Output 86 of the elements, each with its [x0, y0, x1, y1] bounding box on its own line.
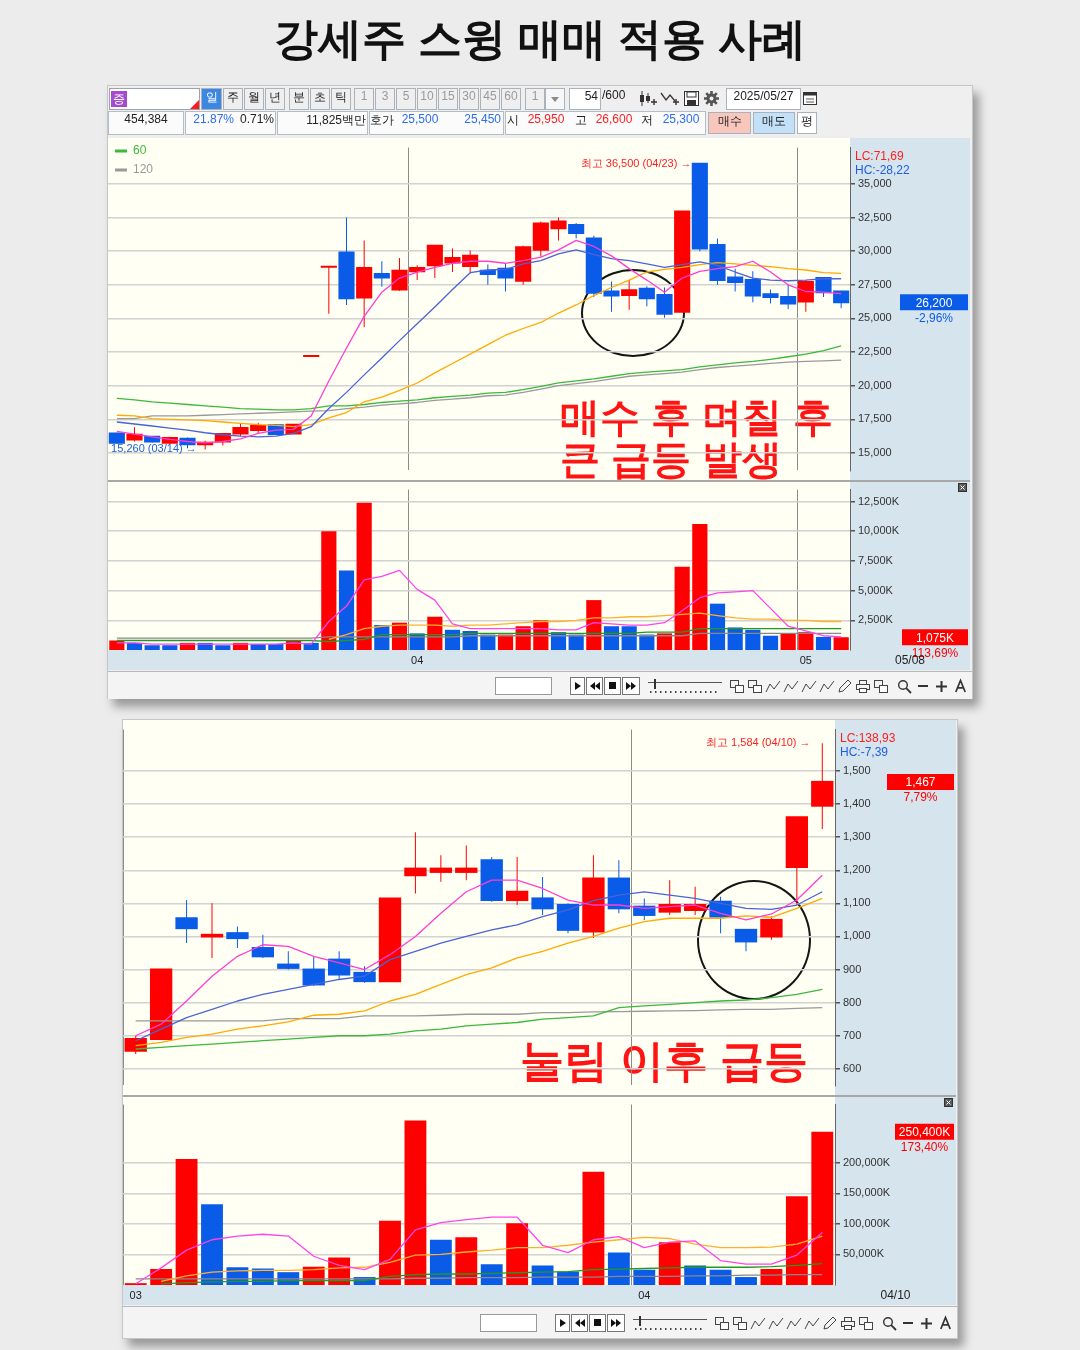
y-tick-label: 100,000K: [843, 1216, 891, 1229]
text: /600: [602, 88, 626, 102]
y-tick-label: 900: [843, 962, 862, 975]
y-tick-label: 5,000K: [858, 583, 894, 596]
text: 고: [575, 113, 587, 127]
y-tick-label: 30,000: [858, 244, 892, 257]
text: 45: [483, 89, 497, 103]
annotation: 15,260 (03/14) →: [111, 442, 197, 455]
text: 26,200: [915, 295, 953, 310]
text: 1: [531, 89, 539, 103]
text: 평: [801, 114, 813, 128]
y-tick-label: 25,000: [858, 311, 892, 324]
y-tick-label: 1,500: [843, 764, 871, 776]
y-tick-label: 600: [843, 1061, 862, 1074]
y-tick-label: 150,000K: [843, 1186, 891, 1199]
y-tick-label: 50,000K: [843, 1247, 885, 1260]
text: 호가: [370, 113, 394, 127]
text: 30: [462, 89, 476, 103]
text: -2,96%: [914, 310, 954, 325]
text: 04/10: [880, 1288, 911, 1303]
text: 틱: [335, 90, 347, 104]
y-tick-label: 1,000: [843, 929, 871, 942]
text: 시: [507, 113, 519, 127]
y-tick-label: 700: [843, 1028, 862, 1041]
text: 증: [113, 92, 125, 106]
x-tick-label: 03: [129, 1288, 142, 1301]
y-tick-label: 12,500K: [858, 494, 900, 507]
text: 454,384: [124, 112, 168, 126]
text: LC:138,93: [840, 730, 896, 745]
y-tick-label: 10,000K: [858, 524, 900, 537]
text: 11,825백만: [306, 113, 366, 127]
text: 분: [293, 90, 305, 104]
y-tick-label: 17,500: [858, 412, 892, 425]
text: 1,467: [905, 775, 936, 790]
y-tick-label: 1,400: [843, 797, 871, 810]
text: LC:71,69: [855, 148, 905, 163]
y-tick-label: 35,000: [858, 176, 892, 189]
text: 초: [314, 90, 326, 104]
text: 7,79%: [903, 790, 938, 805]
y-tick-label: 1,200: [843, 863, 871, 876]
text: 저: [641, 113, 653, 127]
text: 1: [360, 89, 368, 103]
text: 25,500: [401, 112, 439, 126]
y-tick-label: 27,500: [858, 277, 892, 290]
y-tick-label: 800: [843, 995, 862, 1008]
y-tick-label: 200,000K: [843, 1155, 891, 1168]
chart-title: 강세주 스윙 매매 적용 사례: [272, 13, 808, 65]
text: 주: [227, 90, 239, 104]
text: 1,075K: [915, 630, 955, 645]
text: 25,950: [527, 112, 565, 126]
y-tick-label: 15,000: [858, 445, 892, 458]
text: 10: [420, 89, 434, 103]
text: 25,450: [464, 112, 501, 126]
text: 일: [205, 90, 218, 104]
text: 년: [269, 90, 281, 104]
text: 3: [381, 89, 389, 103]
y-tick-label: 20,000: [858, 378, 892, 391]
y-tick-label: 2,500K: [858, 613, 894, 626]
text: 60: [504, 89, 518, 103]
text: HC:-28,22: [855, 162, 911, 177]
text: 21.87%: [193, 112, 234, 126]
annotation: 최고 36,500 (04/23) →: [580, 156, 692, 169]
annotation: 최고 1,584 (04/10) →: [706, 736, 811, 749]
text: 2025/05/27: [733, 89, 794, 103]
text: 54: [584, 89, 598, 103]
text: 15: [441, 89, 455, 103]
text: 173,40%: [900, 1140, 949, 1155]
text: 월: [248, 90, 260, 104]
x-tick-label: 05: [799, 653, 812, 666]
legend-label: 120: [133, 162, 154, 177]
text: HC:-7,39: [840, 744, 889, 759]
text: 매도: [762, 114, 786, 128]
y-tick-label: 1,100: [843, 896, 871, 909]
y-tick-label: 22,500: [858, 345, 892, 358]
y-tick-label: 7,500K: [858, 553, 894, 566]
y-tick-label: 1,300: [843, 830, 871, 843]
y-tick-label: 32,500: [858, 210, 892, 223]
text: 0.71%: [239, 112, 275, 126]
text: 250,400K: [898, 1125, 951, 1140]
legend-label: 60: [133, 143, 147, 158]
text: 5: [402, 89, 410, 103]
x-tick-label: 04: [411, 653, 424, 666]
text: 25,300: [662, 112, 700, 126]
text: 매수: [717, 114, 742, 128]
text: 26,600: [595, 112, 633, 126]
x-tick-label: 04: [638, 1288, 651, 1301]
